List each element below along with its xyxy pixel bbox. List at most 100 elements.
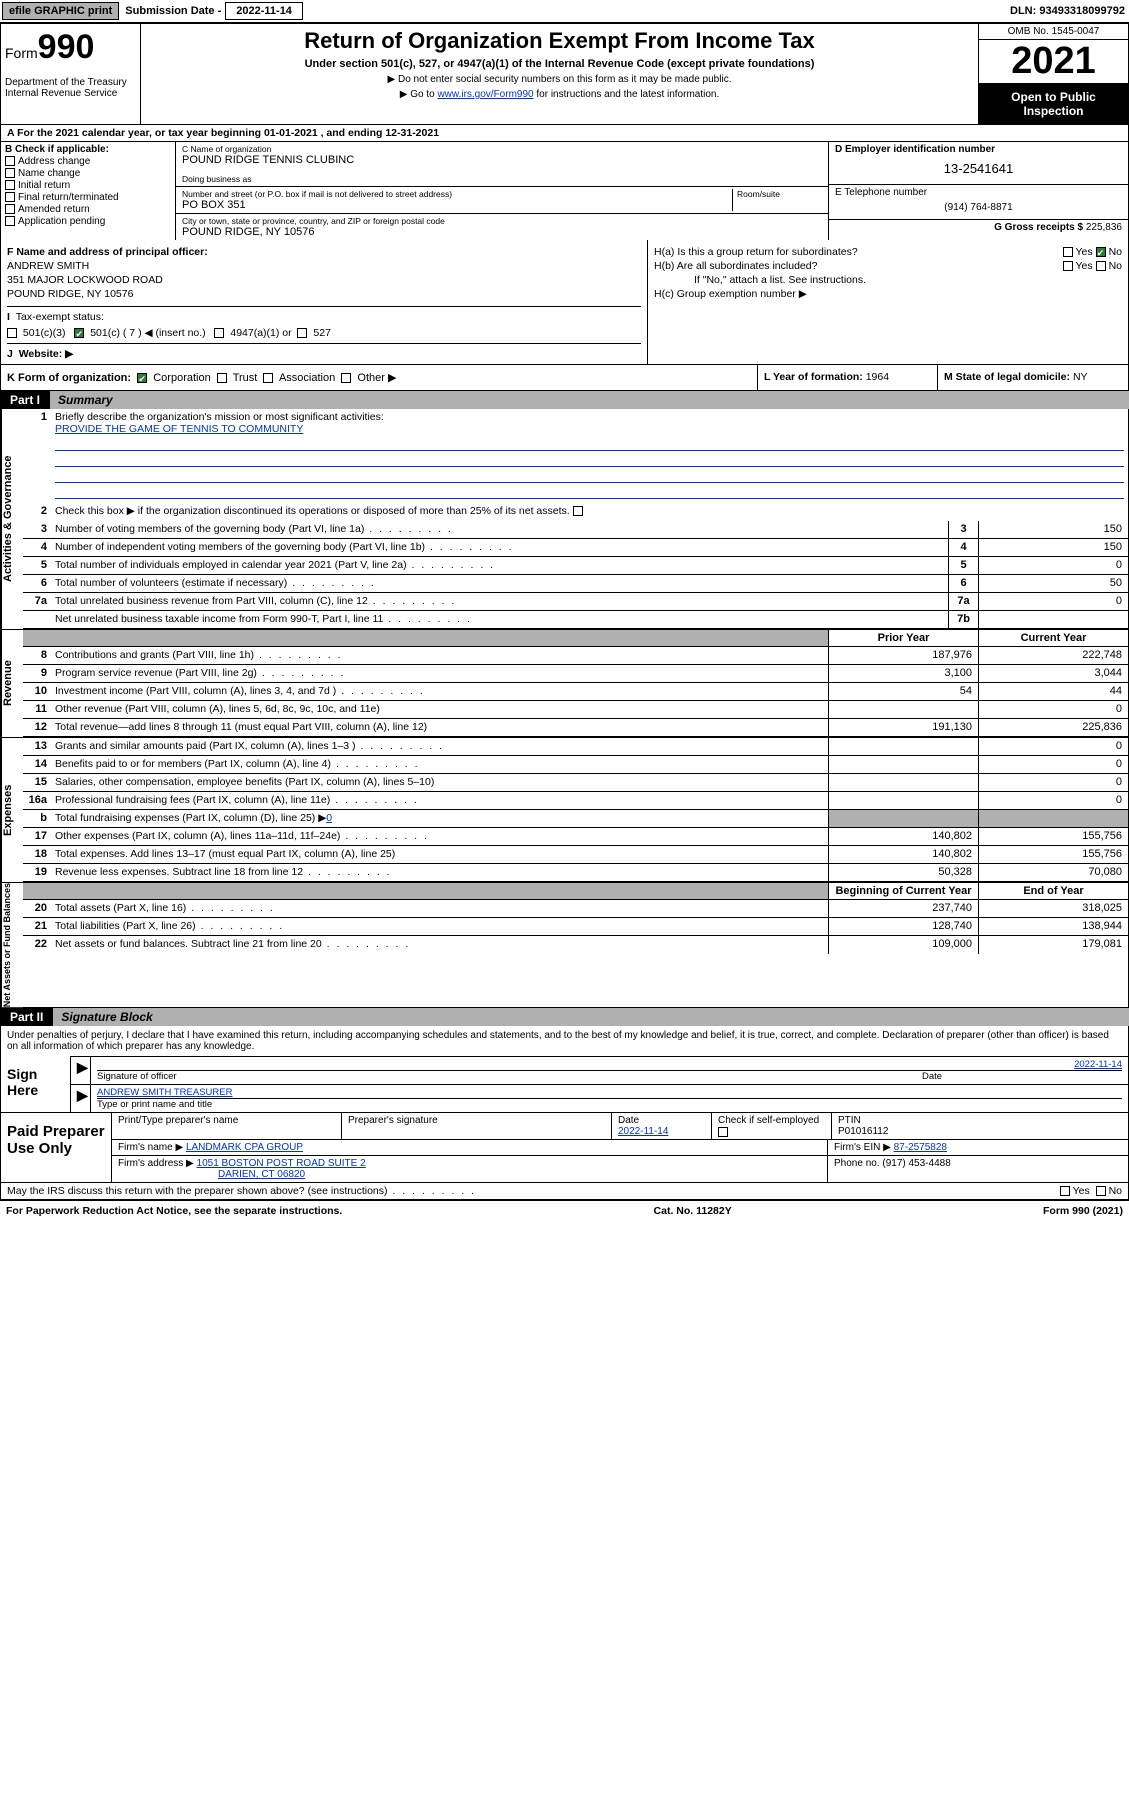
dln-value: DLN: 93493318099792 <box>1010 5 1129 17</box>
discuss-no[interactable] <box>1096 1186 1106 1196</box>
dept-irs: Internal Revenue Service <box>5 88 136 99</box>
row19-curr: 70,080 <box>978 864 1128 881</box>
officer-addr2: POUND RIDGE, NY 10576 <box>7 288 641 300</box>
chk-corporation[interactable] <box>137 373 147 383</box>
form-header: Form990 Department of the Treasury Inter… <box>0 24 1129 125</box>
arrow-icon-2: ▶ <box>77 1087 88 1103</box>
instructions-link-line: ▶ Go to www.irs.gov/Form990 for instruct… <box>149 89 970 100</box>
hb-no[interactable] <box>1096 261 1106 271</box>
row10-prior: 54 <box>828 683 978 700</box>
q2-text: Check this box ▶ if the organization dis… <box>55 505 570 517</box>
officer-and-group-block: F Name and address of principal officer:… <box>0 240 1129 365</box>
row16b-label: Total fundraising expenses (Part IX, col… <box>55 812 326 824</box>
row13-curr: 0 <box>978 738 1128 755</box>
website-label: Website: ▶ <box>19 348 74 360</box>
chk-amended-return[interactable]: Amended return <box>5 204 171 215</box>
hb-yes[interactable] <box>1063 261 1073 271</box>
row16b-val: 0 <box>326 812 332 824</box>
mission-label: Briefly describe the organization's miss… <box>55 411 384 423</box>
lbl-501c3: 501(c)(3) <box>23 327 66 339</box>
row15-prior <box>828 774 978 791</box>
chk-501c3[interactable] <box>7 328 17 338</box>
net-assets-section: Net Assets or Fund Balances Beginning of… <box>0 883 1129 1008</box>
dept-treasury: Department of the Treasury <box>5 77 136 88</box>
instructions-url[interactable]: www.irs.gov/Form990 <box>437 89 533 100</box>
line-a-tax-year: A For the 2021 calendar year, or tax yea… <box>0 125 1129 142</box>
row16a-prior <box>828 792 978 809</box>
form-year-footer: (2021) <box>1090 1205 1123 1217</box>
row8-text: Contributions and grants (Part VIII, lin… <box>51 647 828 664</box>
chk-self-employed[interactable] <box>718 1127 728 1137</box>
signature-block: Under penalties of perjury, I declare th… <box>0 1026 1129 1183</box>
ha-yes[interactable] <box>1063 247 1073 257</box>
row9-text: Program service revenue (Part VIII, line… <box>51 665 828 682</box>
discuss-text: May the IRS discuss this return with the… <box>7 1185 476 1197</box>
principal-officer-label: F Name and address of principal officer: <box>7 246 208 258</box>
row22-curr: 179,081 <box>978 936 1128 954</box>
org-name-label: C Name of organization <box>182 144 822 154</box>
row14-curr: 0 <box>978 756 1128 773</box>
column-b-checkboxes: B Check if applicable: Address change Na… <box>1 142 176 240</box>
chk-initial-return-label: Initial return <box>18 180 70 191</box>
vtab-expenses: Expenses <box>1 738 23 882</box>
expenses-section: Expenses 13Grants and similar amounts pa… <box>0 738 1129 883</box>
efile-graphic-print-button[interactable]: efile GRAPHIC print <box>2 2 119 20</box>
form-subtitle: Under section 501(c), 527, or 4947(a)(1)… <box>149 58 970 70</box>
ein-value: 13-2541641 <box>835 161 1122 176</box>
row21-text: Total liabilities (Part X, line 26) <box>51 918 828 935</box>
signature-of-officer-label: Signature of officer <box>97 1071 922 1082</box>
street-address-value: PO BOX 351 <box>182 199 732 211</box>
chk-name-change[interactable]: Name change <box>5 168 171 179</box>
chk-final-return[interactable]: Final return/terminated <box>5 192 171 203</box>
chk-527[interactable] <box>297 328 307 338</box>
chk-trust[interactable] <box>217 373 227 383</box>
perjury-statement: Under penalties of perjury, I declare th… <box>1 1026 1128 1056</box>
chk-application-pending-label: Application pending <box>18 216 105 227</box>
chk-4947[interactable] <box>214 328 224 338</box>
activities-governance-section: Activities & Governance 1 Briefly descri… <box>0 409 1129 630</box>
row13-text: Grants and similar amounts paid (Part IX… <box>51 738 828 755</box>
row22-prior: 109,000 <box>828 936 978 954</box>
lbl-501c: 501(c) ( 7 ) ◀ (insert no.) <box>90 327 205 339</box>
q2-discontinued: Check this box ▶ if the organization dis… <box>51 503 1128 521</box>
l-year-formation: L Year of formation: 1964 <box>758 365 938 390</box>
chk-501c[interactable] <box>74 328 84 338</box>
officer-addr1: 351 MAJOR LOCKWOOD ROAD <box>7 274 641 286</box>
vtab-revenue: Revenue <box>1 630 23 737</box>
row6-text: Total number of volunteers (estimate if … <box>51 575 948 592</box>
discuss-with-preparer-line: May the IRS discuss this return with the… <box>0 1183 1129 1200</box>
check-if-applicable-label: B Check if applicable: <box>5 144 171 155</box>
row7a-text: Total unrelated business revenue from Pa… <box>51 593 948 610</box>
ha-no[interactable] <box>1096 247 1106 257</box>
row6-val: 50 <box>978 575 1128 592</box>
discuss-yes[interactable] <box>1060 1186 1070 1196</box>
prep-h2: Preparer's signature <box>342 1113 612 1139</box>
prior-year-header: Prior Year <box>828 630 978 646</box>
sig-date-value: 2022-11-14 <box>1074 1059 1122 1070</box>
chk-address-change[interactable]: Address change <box>5 156 171 167</box>
part2-title: Signature Block <box>53 1008 1129 1026</box>
firm-phone-label: Phone no. <box>834 1158 882 1169</box>
firm-phone-value: (917) 453-4488 <box>882 1158 950 1169</box>
hb-no-lbl: No <box>1109 260 1122 272</box>
column-d-e-g: D Employer identification number 13-2541… <box>828 142 1128 240</box>
row9-curr: 3,044 <box>978 665 1128 682</box>
row20-curr: 318,025 <box>978 900 1128 917</box>
chk-discontinued[interactable] <box>573 506 583 516</box>
chk-association[interactable] <box>263 373 273 383</box>
row15-text: Salaries, other compensation, employee b… <box>51 774 828 791</box>
row21-prior: 128,740 <box>828 918 978 935</box>
omb-number: OMB No. 1545-0047 <box>979 24 1128 40</box>
chk-other[interactable] <box>341 373 351 383</box>
ha-no-lbl: No <box>1109 246 1122 258</box>
chk-initial-return[interactable]: Initial return <box>5 180 171 191</box>
discuss-no-lbl: No <box>1109 1185 1122 1197</box>
prep-self-employed: Check if self-employed <box>712 1113 832 1139</box>
prep-date-value: 2022-11-14 <box>618 1126 668 1137</box>
row14-prior <box>828 756 978 773</box>
row20-prior: 237,740 <box>828 900 978 917</box>
chk-application-pending[interactable]: Application pending <box>5 216 171 227</box>
row16a-text: Professional fundraising fees (Part IX, … <box>51 792 828 809</box>
row4-val: 150 <box>978 539 1128 556</box>
row8-prior: 187,976 <box>828 647 978 664</box>
